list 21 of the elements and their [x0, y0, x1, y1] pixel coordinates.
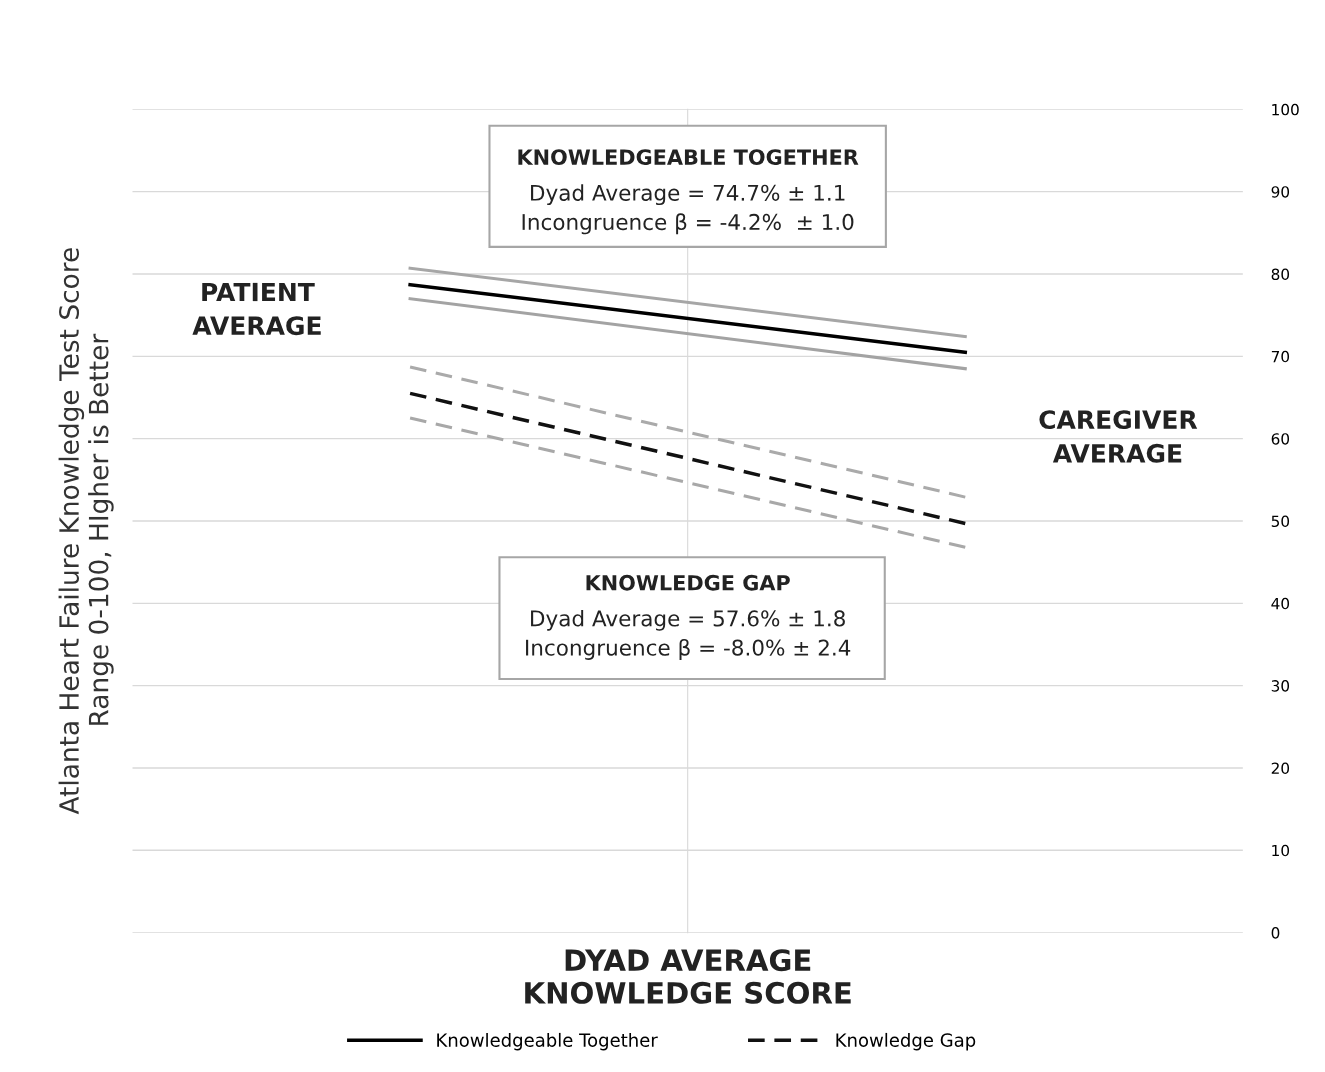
y-tick-label: 70: [1271, 350, 1290, 363]
annotation: KNOWLEDGE GAP: [586, 574, 790, 591]
y-axis-title: Atlanta Heart Failure Knowledge Test Score Range 0-100, HIgher is Better: [58, 248, 114, 815]
annotation: CAREGIVER AVERAGE: [1039, 410, 1198, 463]
y-tick-label: 30: [1271, 680, 1290, 692]
legend-label: Knowledgeable Together: [437, 1032, 658, 1051]
y-tick-label: 50: [1271, 515, 1290, 528]
y-tick-label: 60: [1271, 433, 1290, 445]
annotation: Dyad Average = 74.7% ± 1.1 Incongruence β = -4.2% ± 1.0: [522, 184, 854, 235]
annotation: Dyad Average = 57.6% ± 1.8 Incongruence β = -8.0% ± 2.4: [526, 609, 851, 660]
annotation: PATIENT AVERAGE: [192, 282, 321, 336]
y-tick-label: 40: [1271, 597, 1290, 610]
y-tick-label: 20: [1271, 762, 1290, 774]
y-tick-label: 0: [1271, 927, 1280, 939]
y-tick-label: 90: [1271, 186, 1290, 198]
annotation: KNOWLEDGEABLE TOGETHER: [518, 149, 859, 165]
legend-label: Knowledge Gap: [836, 1032, 976, 1051]
y-tick-label: 100: [1272, 103, 1299, 116]
y-tick-label: 10: [1272, 844, 1290, 857]
x-axis-title: DYAD AVERAGE KNOWLEDGE SCORE: [525, 949, 851, 1004]
y-tick-label: 80: [1271, 268, 1290, 281]
